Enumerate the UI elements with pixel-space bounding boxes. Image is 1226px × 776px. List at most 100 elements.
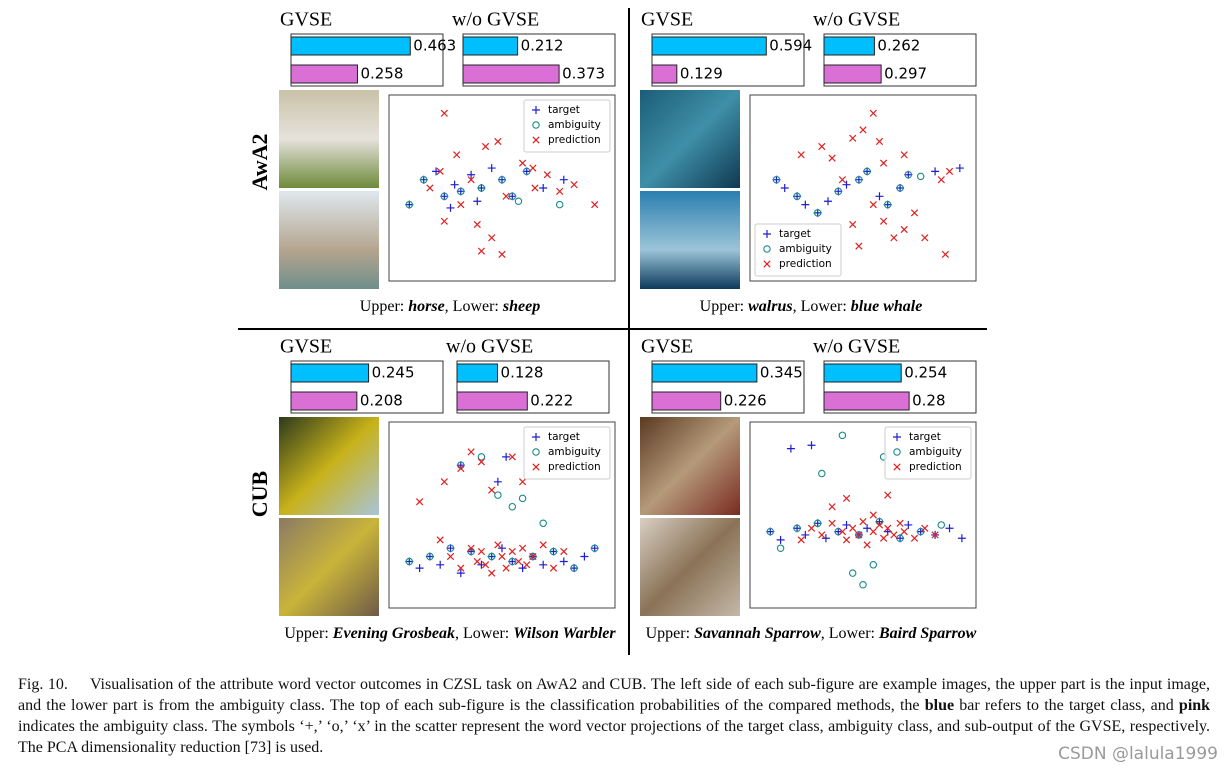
scatter-point: [869, 561, 878, 569]
scatter-point: [821, 534, 830, 543]
bar-value-label: 0.345: [760, 364, 803, 382]
caption-text: Baird Sparrow: [878, 625, 977, 642]
scatter-point: [828, 503, 836, 511]
scatter-point: [549, 564, 558, 572]
scatter-point: [559, 557, 568, 566]
scatter-point: [487, 552, 496, 561]
bar: [823, 363, 902, 383]
legend-marker: [532, 433, 540, 441]
bar-value-label: 0.222: [530, 392, 573, 410]
scatter-point: [543, 171, 551, 179]
scatter-point: [869, 109, 877, 117]
scatter-point: [405, 557, 414, 566]
scatter-point: [494, 541, 502, 549]
scatter-point: [481, 142, 490, 151]
bar-chart-frame: [823, 33, 977, 87]
scatter-point: [450, 180, 459, 189]
scatter-point: [467, 176, 475, 184]
scatter-point: [477, 453, 486, 461]
scatter-point: [910, 534, 919, 542]
scatter-point: [493, 477, 502, 486]
legend-marker: [532, 121, 540, 129]
scatter-point: [786, 444, 795, 453]
legend-label: ambiguity: [548, 119, 601, 131]
legend-label: prediction: [548, 134, 601, 146]
bar: [651, 391, 722, 411]
scatter-point: [842, 180, 851, 189]
scatter-point: [508, 192, 517, 201]
scatter-point: [518, 478, 527, 486]
plot-frame: [388, 421, 616, 609]
scatter-point: [863, 167, 871, 176]
legend-box: [754, 223, 842, 277]
bar-chart-frame: [290, 33, 444, 87]
scatter-point: [813, 519, 822, 528]
scatter-point: [477, 184, 486, 192]
scatter-point: [457, 464, 465, 473]
scatter-point: [477, 560, 486, 569]
legend-label: target: [548, 431, 580, 443]
scatter-point: [560, 547, 568, 556]
row-label: AwA2: [247, 133, 272, 190]
scatter-point: [828, 519, 836, 527]
caption-text: blue: [924, 697, 955, 714]
scatter-point: [937, 521, 946, 529]
plot-frame: [388, 94, 616, 282]
scatter-point: [529, 552, 537, 561]
scatter-point: [518, 564, 527, 573]
scatter-point: [900, 225, 908, 234]
watermark: CSDN @lalula1999: [1058, 744, 1218, 764]
bar-value-label: 0.463: [413, 37, 456, 55]
scatter-point: [900, 527, 908, 536]
scatter-point: [890, 234, 898, 242]
scatter-point: [502, 192, 510, 200]
scatter-point: [879, 217, 888, 225]
photo: [279, 518, 379, 616]
bar-value-label: 0.128: [501, 364, 544, 382]
panel-caption: Upper: Evening Grosbeak, Lower: Wilson War…: [284, 625, 616, 642]
legend-box: [523, 99, 611, 153]
bar-value-label: 0.212: [521, 37, 564, 55]
scatter-point: [955, 164, 964, 173]
scatter-point: [890, 531, 898, 539]
legend-marker: [532, 448, 540, 456]
scatter-point: [415, 498, 424, 506]
scatter-point: [859, 580, 867, 589]
bar-chart-title: GVSE: [641, 9, 693, 31]
scatter-point: [531, 184, 539, 192]
legend-marker: [893, 448, 901, 456]
bar-value-label: 0.258: [360, 65, 403, 83]
scatter-point: [440, 478, 448, 486]
caption-text: indicates the ambiguity class. The symbo…: [18, 718, 1210, 756]
legend-marker: [763, 260, 771, 268]
scatter-point: [838, 431, 847, 440]
photo: [279, 191, 379, 289]
legend-label: target: [909, 431, 941, 443]
scatter-point: [957, 534, 966, 543]
caption-text: Visualisation of the attribute word vect…: [18, 676, 1210, 714]
scatter-point: [440, 192, 449, 201]
scatter-point: [834, 187, 843, 196]
scatter-point: [883, 200, 892, 209]
scatter-point: [529, 552, 537, 561]
scatter-point: [910, 209, 919, 217]
bar: [456, 363, 499, 383]
scatter-point: [849, 134, 857, 142]
bar-value-label: 0.208: [360, 392, 403, 410]
scatter-point: [473, 557, 481, 566]
legend-marker: [763, 230, 771, 238]
scatter-point: [941, 250, 950, 259]
scatter-point: [797, 151, 805, 159]
scatter-point: [556, 187, 564, 195]
scatter-point: [859, 126, 867, 134]
bar-chart-title: w/o GVSE: [452, 9, 539, 31]
scatter-point: [488, 569, 496, 577]
scatter-point: [818, 142, 826, 151]
scatter-point: [875, 192, 884, 201]
scatter-point: [842, 536, 851, 544]
scatter-point: [426, 552, 434, 561]
caption-text: , Lower:: [445, 298, 499, 315]
scatter-point: [921, 234, 929, 242]
scatter-point: [514, 197, 523, 206]
